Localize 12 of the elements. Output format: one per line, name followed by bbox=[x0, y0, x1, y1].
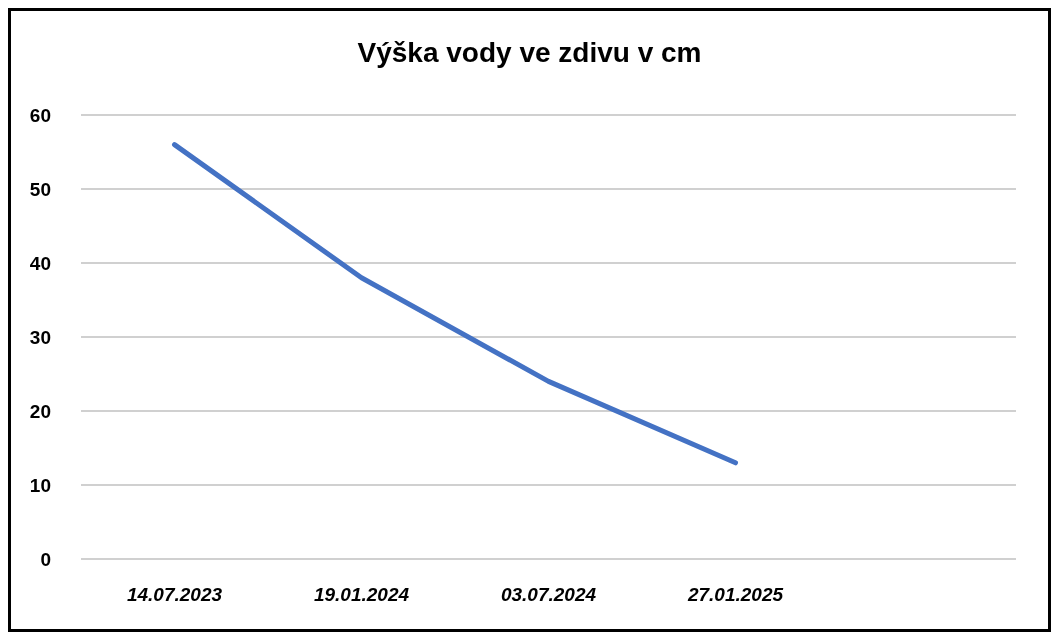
x-tick-label: 14.07.2023 bbox=[126, 584, 223, 605]
x-tick-label: 03.07.2024 bbox=[500, 584, 597, 605]
chart-title: Výška vody ve zdivu v cm bbox=[357, 36, 702, 68]
y-tick-label: 0 bbox=[40, 548, 51, 570]
y-tick-label: 60 bbox=[29, 104, 51, 126]
y-tick-label: 10 bbox=[29, 474, 51, 496]
x-tick-label: 19.01.2024 bbox=[313, 584, 410, 605]
y-tick-label: 40 bbox=[29, 252, 51, 274]
x-tick-label: 27.01.2025 bbox=[686, 584, 784, 605]
y-tick-label: 30 bbox=[29, 326, 51, 348]
y-tick-label: 50 bbox=[29, 178, 51, 200]
y-tick-label: 20 bbox=[29, 400, 51, 422]
